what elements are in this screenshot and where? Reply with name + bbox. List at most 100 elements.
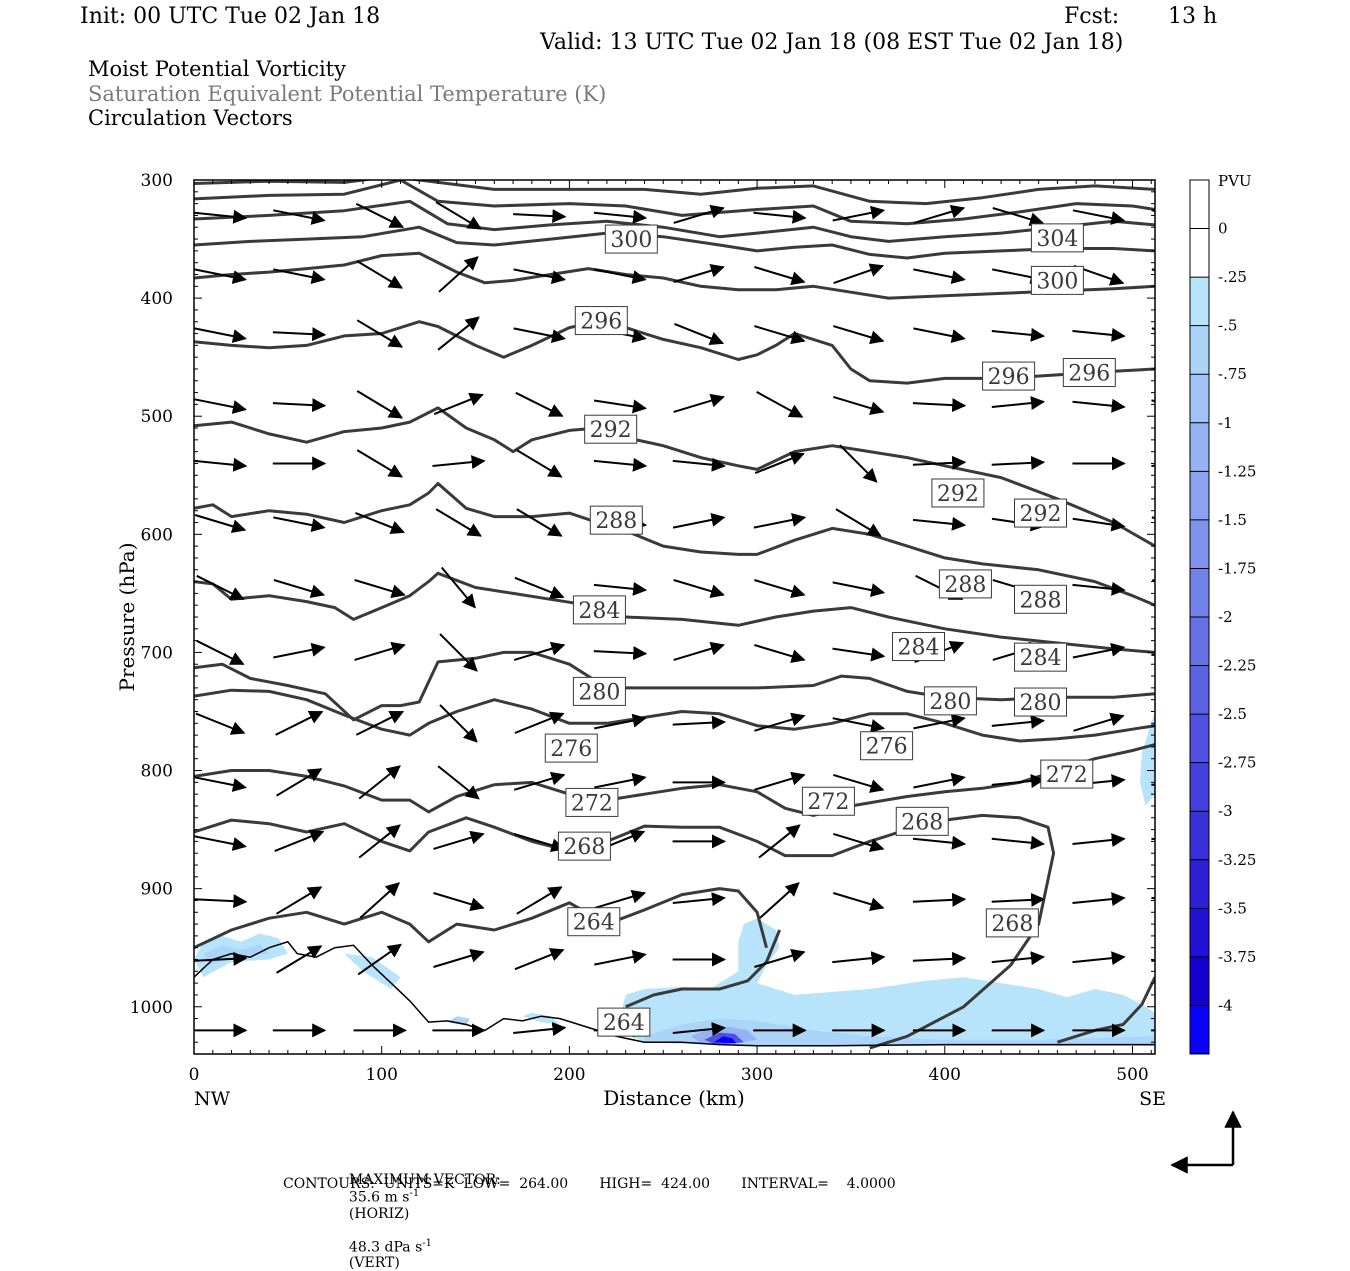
pv-patch xyxy=(644,1018,1155,1046)
isentrope-288 xyxy=(194,482,1155,607)
colorbar-swatch xyxy=(1190,568,1209,617)
vector-arrow xyxy=(991,396,1045,411)
vector-arrow xyxy=(832,647,886,662)
vector-arrow xyxy=(754,579,806,598)
vector-arrow xyxy=(835,508,882,537)
vector-arrow xyxy=(513,832,566,852)
vector-arrow xyxy=(913,327,966,343)
colorbar-swatch xyxy=(1190,471,1209,520)
contour-label-box xyxy=(604,224,658,254)
vector-arrow xyxy=(991,835,1045,850)
field-title-pv: Moist Potential Vorticity xyxy=(88,57,346,81)
max-vector-horiz: 35.6 m s xyxy=(348,1189,410,1206)
vector-arrow xyxy=(913,713,966,730)
vector-arrow xyxy=(991,774,1045,789)
x-axis-title: Distance (km) xyxy=(603,1086,745,1110)
vector-arrow xyxy=(194,327,247,343)
contour-label-box xyxy=(1014,642,1068,672)
contour-label: 280 xyxy=(1020,691,1062,716)
vector-arrow xyxy=(832,951,886,966)
vector-arrow xyxy=(672,715,726,730)
contour-label-box xyxy=(923,686,977,716)
vector-arrow xyxy=(753,513,807,529)
vector-arrow xyxy=(433,830,485,850)
vector-arrow xyxy=(194,835,247,851)
vector-arrow xyxy=(437,316,480,351)
vector-arrow xyxy=(438,256,479,293)
vector-arrow xyxy=(672,513,726,529)
vector-arrow xyxy=(991,714,1045,729)
vector-arrow xyxy=(1072,951,1126,966)
colorbar-label: -3.5 xyxy=(1218,899,1247,917)
colorbar-title: PVU xyxy=(1218,172,1252,190)
contour-label-box xyxy=(565,787,619,817)
contour-label: 272 xyxy=(571,791,613,816)
vector-arrow xyxy=(912,398,967,413)
vector-arrow xyxy=(356,390,404,419)
vector-arrow xyxy=(832,205,886,222)
vector-arrow xyxy=(273,579,326,598)
vector-arrow xyxy=(593,399,647,414)
isentrope-296 xyxy=(194,320,1155,385)
isentrope-300 xyxy=(194,251,1155,300)
vector-arrow xyxy=(274,829,325,853)
max-vector-vert: 48.3 dPa s xyxy=(348,1239,423,1256)
vector-arrow xyxy=(513,771,566,791)
vector-arrow xyxy=(355,202,405,228)
y-axis-title: Pressure (hPa) xyxy=(115,543,139,692)
contour-label: 292 xyxy=(937,482,979,507)
colorbar-label: -3.25 xyxy=(1218,851,1256,869)
vector-arrow xyxy=(758,824,801,859)
isentrope-264 xyxy=(625,929,781,1009)
contour-label: 296 xyxy=(1068,362,1110,387)
contour-label: 288 xyxy=(1020,588,1062,613)
x-tick-label: 100 xyxy=(365,1065,397,1085)
contour-label-box xyxy=(557,831,611,861)
vector-arrow xyxy=(514,711,565,734)
vector-arrow xyxy=(194,776,247,792)
contour-label: 300 xyxy=(610,228,652,253)
valid-time: Valid: 13 UTC Tue 02 Jan 18 (08 EST Tue … xyxy=(540,30,1124,55)
vector-arrow xyxy=(912,516,967,531)
vector-arrow xyxy=(1072,209,1126,225)
field-title-theta-es: Saturation Equivalent Potential Temperat… xyxy=(88,82,607,106)
y-tick-label: 700 xyxy=(141,643,173,663)
cross-section-chart: 300 304 300 296 296 296 292 292 292 288 288 288 284 2… xyxy=(115,171,1256,1174)
contour-label-box xyxy=(938,569,992,599)
vector-arrow xyxy=(514,576,565,599)
vector-arrow xyxy=(991,892,1046,907)
vector-arrow xyxy=(273,516,326,532)
y-tick-label: 1000 xyxy=(130,998,173,1018)
contour-label: 292 xyxy=(1020,502,1062,527)
vector-arrow xyxy=(355,710,405,736)
vector-arrow xyxy=(833,325,885,345)
colorbar-swatch xyxy=(1190,422,1209,472)
vector-arrow xyxy=(437,765,480,800)
contour-label: 264 xyxy=(603,1011,645,1036)
vector-arrow xyxy=(912,951,967,966)
vector-arrow xyxy=(358,765,401,800)
init-time: Init: 00 UTC Tue 02 Jan 18 xyxy=(80,4,381,29)
vector-arrow xyxy=(355,511,406,535)
vector-arrow xyxy=(754,266,806,286)
contour-label-box xyxy=(574,306,628,336)
colorbar-swatch xyxy=(1190,277,1209,326)
colorbar-label: -3 xyxy=(1218,802,1233,820)
max-vector-label: MAXIMUM VECTOR: xyxy=(348,1172,501,1188)
contour-label: 268 xyxy=(901,810,943,835)
vector-arrow xyxy=(513,1022,567,1037)
y-tick-label: 300 xyxy=(141,171,173,191)
vector-arrow xyxy=(272,398,327,413)
colorbar-swatch xyxy=(1190,859,1209,909)
vector-arrow xyxy=(358,824,401,859)
vector-arrow xyxy=(594,889,647,909)
contour-label-box xyxy=(1040,759,1094,789)
endpoint-left-label: NW xyxy=(194,1088,231,1110)
vector-arrow xyxy=(833,263,885,285)
colorbar-swatch xyxy=(1190,617,1209,666)
pv-patch xyxy=(344,953,401,989)
vector-arrow xyxy=(832,717,886,733)
colorbar-swatch xyxy=(1190,908,1209,957)
contour-label: 304 xyxy=(1036,227,1078,252)
vector-arrow xyxy=(912,455,967,470)
